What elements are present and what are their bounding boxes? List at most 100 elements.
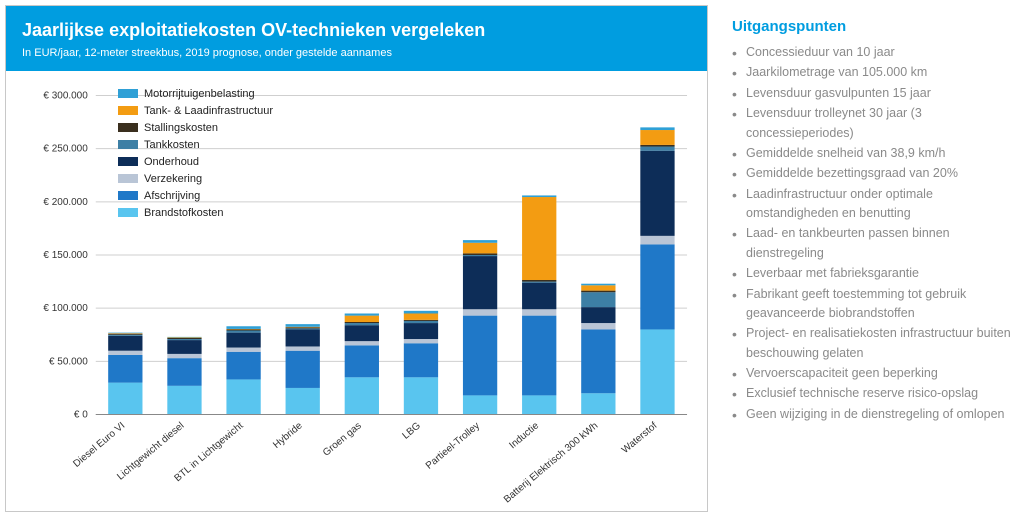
x-axis-label: Diesel Euro VI [71,420,127,469]
assumptions-heading: Uitgangspunten [732,18,1011,35]
bar-segment [463,240,497,243]
bar-segment [522,316,556,396]
bar-segment [286,327,320,328]
bar-segment [463,256,497,309]
bar-segment [581,285,615,290]
bar-segment [167,358,201,386]
svg-text:€ 100.000: € 100.000 [43,303,88,314]
bar-segment [463,316,497,396]
bar-segment [167,337,201,338]
svg-text:€ 0: € 0 [74,410,88,421]
assumption-item: Project- en realisatiekosten infrastruct… [732,324,1011,363]
assumption-item: Levensduur trolleynet 30 jaar (3 concess… [732,104,1011,143]
chart-header: Jaarlijkse exploitatiekosten OV-techniek… [6,6,707,71]
bar-segment [640,130,674,145]
chart-title: Jaarlijkse exploitatiekosten OV-techniek… [22,20,691,41]
bar-segment [463,395,497,414]
assumption-item: Laadinfrastructuur onder optimale omstan… [732,185,1011,224]
bar-segment [167,339,201,340]
bar-segment [286,351,320,388]
bar-segment [404,377,438,414]
x-axis-label: Hybride [271,420,305,451]
legend-item: Onderhoud [118,153,273,170]
bar-segment [581,284,615,286]
bar-segment [345,323,379,325]
bar-segment [167,337,201,338]
bar-segment [640,236,674,245]
bar-segment [404,313,438,319]
svg-text:€ 300.000: € 300.000 [43,90,88,101]
legend-label: Verzekering [144,173,202,185]
x-axis-label: Partieel-Trolley [424,420,482,471]
bar-segment [640,147,674,151]
chart-subtitle: In EUR/jaar, 12-meter streekbus, 2019 pr… [22,47,691,59]
bar-segment [345,345,379,377]
assumption-item: Exclusief technische reserve risico-opsl… [732,384,1011,403]
bar-segment [286,329,320,346]
bar-segment [640,244,674,329]
bar-segment [286,328,320,329]
x-axis-label: Batterij Elektrisch 300 kWh [502,420,600,505]
x-axis-label: Waterstof [620,420,660,456]
legend-item: Tank- & Laadinfrastructuur [118,102,273,119]
assumption-item: Levensduur gasvulpunten 15 jaar [732,84,1011,103]
bar-segment [345,313,379,315]
svg-text:€ 50.000: € 50.000 [49,356,88,367]
legend-item: Tankkosten [118,136,273,153]
bar-segment [167,386,201,415]
legend-swatch [118,191,138,200]
x-axis-label: LBG [401,420,424,441]
legend-swatch [118,140,138,149]
assumption-item: Geen wijziging in de dienstregeling of o… [732,405,1011,424]
assumption-item: Jaarkilometrage van 105.000 km [732,63,1011,82]
legend-label: Stallingskosten [144,122,218,134]
bar-segment [522,395,556,414]
bar-segment [640,145,674,147]
bar-segment [286,327,320,328]
bar-segment [226,331,260,333]
legend-swatch [118,208,138,217]
legend-swatch [118,174,138,183]
bar-segment [108,383,142,415]
legend-item: Motorrijtuigenbelasting [118,85,273,102]
legend-label: Onderhoud [144,156,199,168]
bar-segment [404,339,438,343]
bar-segment [167,340,201,354]
x-axis-label: Inductie [507,420,541,451]
svg-text:€ 150.000: € 150.000 [43,250,88,261]
legend-item: Stallingskosten [118,119,273,136]
bar-segment [522,282,556,283]
assumption-item: Fabrikant geeft toestemming tot gebruik … [732,285,1011,324]
legend-swatch [118,106,138,115]
legend: Motorrijtuigenbelasting Tank- & Laadinfra… [118,85,273,221]
bar-segment [226,333,260,348]
bar-segment [463,255,497,256]
bar-segment [581,329,615,393]
bar-segment [522,195,556,197]
bar-segment [581,323,615,329]
bar-segment [404,343,438,377]
bar-segment [463,309,497,315]
bar-segment [226,379,260,414]
legend-item: Afschrijving [118,187,273,204]
bar-segment [226,348,260,352]
assumption-item: Concessieduur van 10 jaar [732,43,1011,62]
bar-segment [167,338,201,339]
svg-text:€ 200.000: € 200.000 [43,197,88,208]
bar-segment [108,334,142,335]
bar-segment [108,333,142,334]
bar-segment [640,329,674,414]
svg-text:€ 250.000: € 250.000 [43,144,88,155]
chart-panel: Jaarlijkse exploitatiekosten OV-techniek… [5,5,708,512]
legend-item: Brandstofkosten [118,204,273,221]
bar-segment [167,354,201,358]
assumption-item: Vervoerscapaciteit geen beperking [732,364,1011,383]
legend-label: Motorrijtuigenbelasting [144,88,255,100]
assumption-item: Gemiddelde snelheid van 38,9 km/h [732,144,1011,163]
bar-segment [226,329,260,330]
bar-segment [404,321,438,323]
bar-segment [463,243,497,254]
assumption-item: Gemiddelde bezettingsgraad van 20% [732,164,1011,183]
legend-label: Tankkosten [144,139,200,151]
legend-label: Brandstofkosten [144,207,224,219]
